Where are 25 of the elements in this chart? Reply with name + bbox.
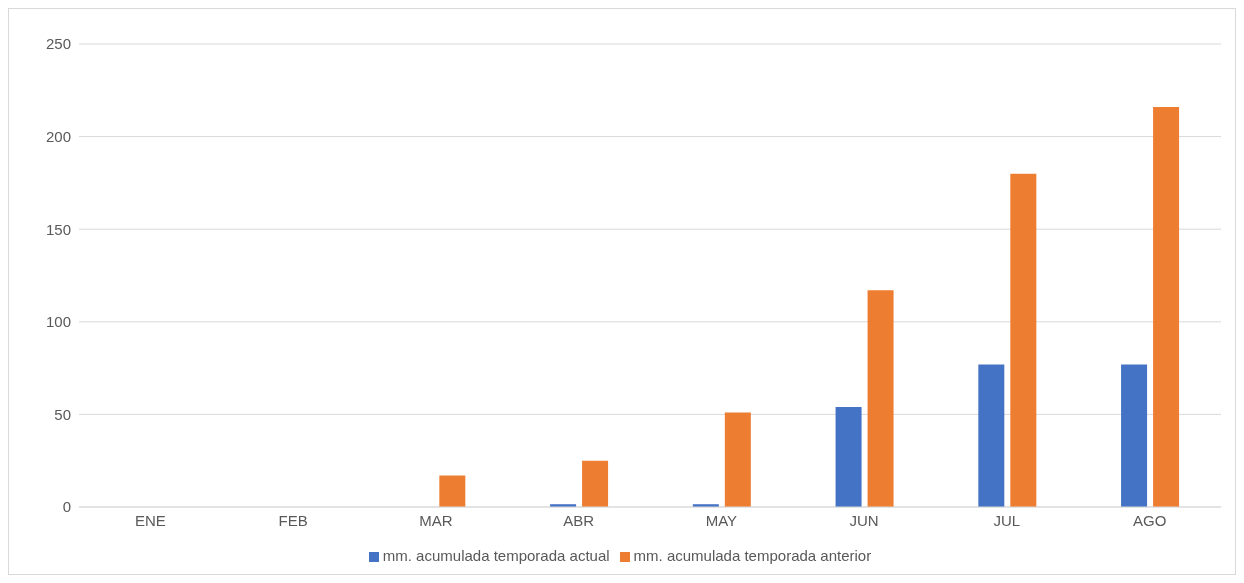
x-tick-label: MAY bbox=[705, 511, 738, 529]
x-tick-label: JUN bbox=[849, 511, 879, 529]
bar bbox=[724, 412, 751, 507]
bar bbox=[1121, 364, 1148, 507]
x-tick-label: FEB bbox=[278, 511, 308, 529]
y-tick-label: 0 bbox=[62, 498, 71, 516]
legend-label: mm. acumulada temporada anterior bbox=[633, 547, 872, 564]
x-tick-label: ENE bbox=[134, 511, 166, 529]
bar bbox=[835, 406, 862, 507]
y-tick-label: 150 bbox=[45, 220, 71, 238]
x-tick-label: ABR bbox=[563, 511, 595, 529]
x-tick-label: JUL bbox=[993, 511, 1021, 529]
bar bbox=[1153, 106, 1180, 507]
bar bbox=[582, 460, 609, 507]
bar bbox=[867, 290, 894, 507]
y-tick-label: 100 bbox=[45, 313, 71, 331]
x-tick-label: MAR bbox=[419, 511, 453, 529]
bar bbox=[439, 475, 466, 507]
y-tick-label: 200 bbox=[45, 127, 71, 145]
bar bbox=[1010, 173, 1037, 507]
y-tick-label: 50 bbox=[54, 405, 71, 423]
y-tick-label: 250 bbox=[45, 35, 71, 53]
bar bbox=[978, 364, 1005, 507]
legend-label: mm. acumulada temporada actual bbox=[382, 547, 610, 564]
x-tick-label: AGO bbox=[1132, 511, 1167, 529]
